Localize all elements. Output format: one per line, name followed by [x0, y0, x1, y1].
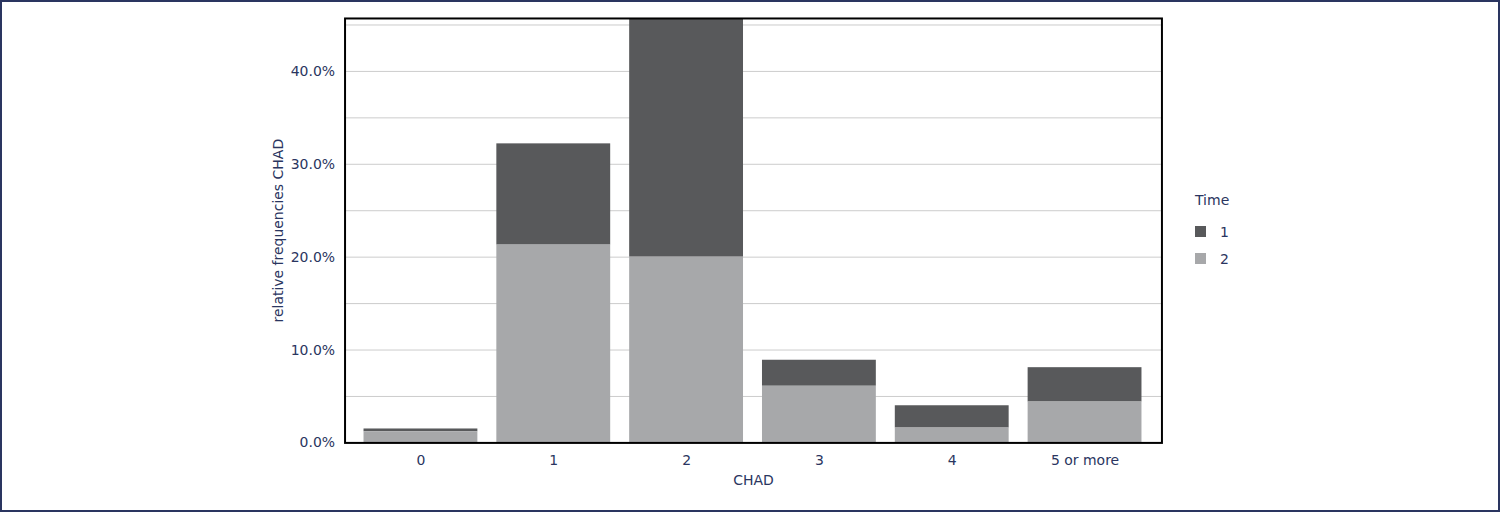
svg-text:5 or more: 5 or more	[1051, 452, 1119, 468]
svg-text:2: 2	[682, 452, 691, 468]
svg-text:1: 1	[549, 452, 558, 468]
svg-text:20.0%: 20.0%	[291, 249, 335, 265]
svg-text:CHAD: CHAD	[733, 472, 774, 488]
html-text:Time: Time	[1195, 192, 1230, 208]
svg-text:3: 3	[815, 452, 824, 468]
svg-text:30.0%: 30.0%	[291, 156, 335, 172]
svg-text:0.0%: 0.0%	[300, 434, 336, 450]
html-text:1: 1	[1220, 223, 1229, 240]
svg-text:10.0%: 10.0%	[291, 342, 335, 358]
svg-text:relative frequencies CHAD: relative frequencies CHAD	[270, 139, 286, 323]
svg-text:40.0%: 40.0%	[291, 63, 335, 79]
svg-text:0: 0	[416, 452, 425, 468]
svg-text:4: 4	[948, 452, 957, 468]
html-text:2: 2	[1220, 250, 1229, 267]
